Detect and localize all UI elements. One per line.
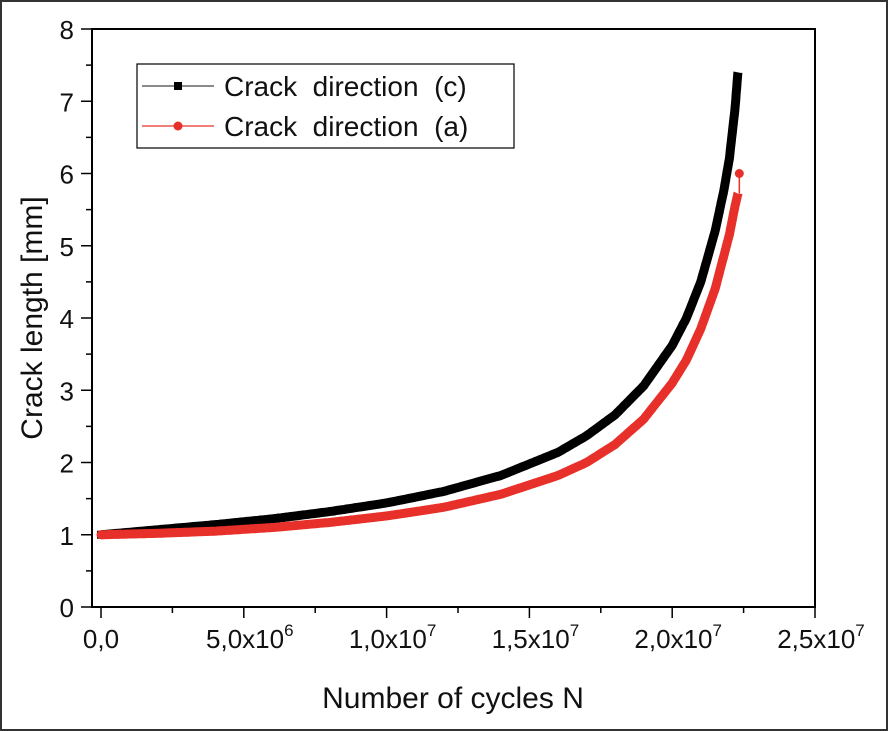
data-point	[294, 511, 303, 520]
data-point	[285, 512, 294, 521]
x-tick-label: 2,5x107	[777, 621, 865, 654]
y-tick-label: 8	[60, 15, 74, 45]
data-point	[182, 523, 191, 532]
data-point	[344, 515, 354, 525]
data-point	[302, 519, 312, 529]
data-point	[216, 526, 226, 536]
data-point	[268, 514, 277, 523]
circle-marker-icon	[173, 121, 183, 131]
data-point	[259, 523, 269, 533]
x-axis-title: Number of cycles N	[322, 682, 584, 715]
data-point	[233, 525, 243, 535]
data-point	[173, 528, 183, 538]
data-point	[259, 515, 268, 524]
data-point	[284, 521, 294, 531]
legend-box	[136, 63, 515, 149]
square-marker-icon	[174, 82, 182, 90]
data-point	[165, 528, 175, 538]
data-point	[302, 510, 311, 519]
data-point	[276, 513, 285, 522]
y-tick-label: 6	[60, 160, 74, 190]
data-point	[174, 523, 183, 532]
data-point	[156, 528, 166, 538]
data-point	[113, 529, 123, 539]
data-point	[96, 530, 106, 540]
x-tick-label: 5,0x106	[206, 621, 294, 654]
data-point	[208, 520, 217, 529]
data-point	[199, 527, 209, 537]
data-point	[190, 527, 200, 537]
data-point	[327, 517, 337, 527]
data-point	[311, 509, 320, 518]
series-crack-direction-a	[96, 169, 744, 540]
y-axis: 0 1 2 3 4 5 6 7 8	[60, 15, 92, 623]
y-tick-label: 4	[60, 304, 74, 334]
legend-label-a: Crack direction (a)	[224, 111, 468, 142]
legend: Crack direction (c) Crack direction (a)	[136, 63, 515, 149]
data-point	[225, 525, 235, 535]
data-point	[122, 529, 132, 539]
data-point	[310, 519, 320, 529]
x-tick-label: 0,0	[83, 624, 119, 654]
data-point	[319, 508, 328, 517]
x-tick-label: 2,0x107	[634, 621, 722, 654]
data-point	[234, 518, 243, 527]
data-point	[336, 516, 346, 526]
data-point	[242, 524, 252, 534]
data-point	[336, 505, 345, 514]
data-point	[105, 530, 115, 540]
x-axis: 0,0 5,0x106 1,0x107 1,5x107 2,0x107 2,5x107	[83, 607, 865, 654]
data-point	[354, 503, 363, 512]
data-point	[345, 504, 354, 513]
data-point	[199, 521, 208, 530]
y-tick-label: 2	[60, 449, 74, 479]
data-point	[225, 519, 234, 528]
y-tick-label: 3	[60, 376, 74, 406]
data-point	[353, 514, 363, 524]
data-point	[182, 527, 192, 537]
plot-series	[96, 71, 744, 540]
data-point	[293, 520, 303, 530]
y-tick-label: 1	[60, 521, 74, 551]
y-tick-label: 5	[60, 232, 74, 262]
data-point	[139, 529, 149, 539]
data-point	[276, 522, 286, 532]
x-tick-label: 1,5x107	[492, 621, 580, 654]
series-line	[100, 191, 743, 540]
data-point	[328, 507, 337, 516]
data-point	[267, 523, 277, 533]
legend-label-c: Crack direction (c)	[224, 71, 467, 102]
x-tick-label: 1,0x107	[349, 621, 437, 654]
data-point	[734, 169, 744, 178]
data-point	[207, 526, 217, 536]
data-point	[242, 517, 251, 526]
data-point	[251, 516, 260, 525]
y-tick-label: 0	[60, 593, 74, 623]
data-point	[319, 518, 329, 528]
y-tick-label: 7	[60, 87, 74, 117]
data-point	[147, 528, 157, 538]
data-point	[130, 529, 140, 539]
y-axis-title: Crack length [mm]	[16, 196, 49, 439]
data-point	[191, 522, 200, 531]
data-point	[250, 524, 260, 534]
data-point	[216, 520, 225, 529]
